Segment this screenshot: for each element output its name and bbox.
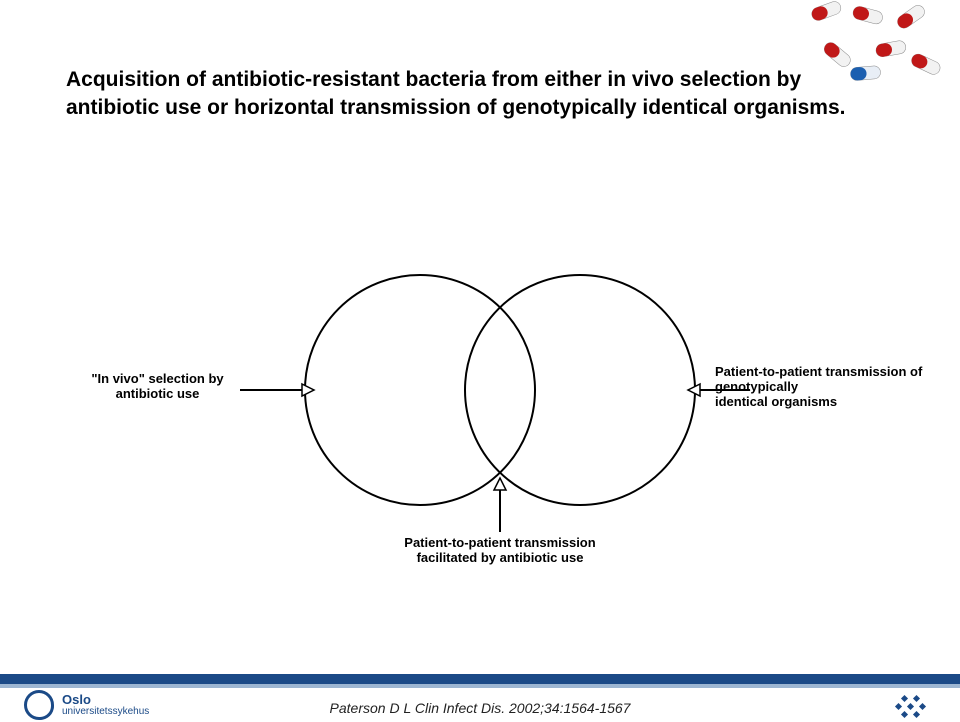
label-bottom-line1: Patient-to-patient transmission [404, 535, 595, 550]
footer-bar [0, 674, 960, 684]
footer-dots-icon [896, 694, 930, 716]
label-right: Patient-to-patient transmission of genot… [715, 365, 960, 410]
org-name-line2: universitetssykehus [62, 706, 149, 717]
logo-mark-icon [24, 690, 54, 720]
logo-text: Oslo universitetssykehus [62, 693, 149, 717]
venn-diagram: "In vivo" selection by antibiotic use Pa… [120, 260, 840, 560]
slide-title: Acquisition of antibiotic-resistant bact… [66, 66, 886, 123]
label-right-line2: identical organisms [715, 394, 837, 409]
venn-svg [120, 260, 840, 580]
label-left: "In vivo" selection by antibiotic use [80, 372, 235, 402]
label-left-line1: "In vivo" selection by [91, 371, 223, 386]
label-bottom: Patient-to-patient transmission facilita… [375, 536, 625, 566]
org-name-line1: Oslo [62, 693, 149, 706]
label-right-line1: Patient-to-patient transmission of genot… [715, 364, 922, 394]
label-bottom-line2: facilitated by antibiotic use [417, 550, 584, 565]
footer-logo: Oslo universitetssykehus [24, 690, 149, 720]
slide: Acquisition of antibiotic-resistant bact… [0, 0, 960, 722]
label-left-line2: antibiotic use [116, 386, 200, 401]
citation-text: Paterson D L Clin Infect Dis. 2002;34:15… [330, 700, 631, 716]
footer-bar-light [0, 684, 960, 688]
